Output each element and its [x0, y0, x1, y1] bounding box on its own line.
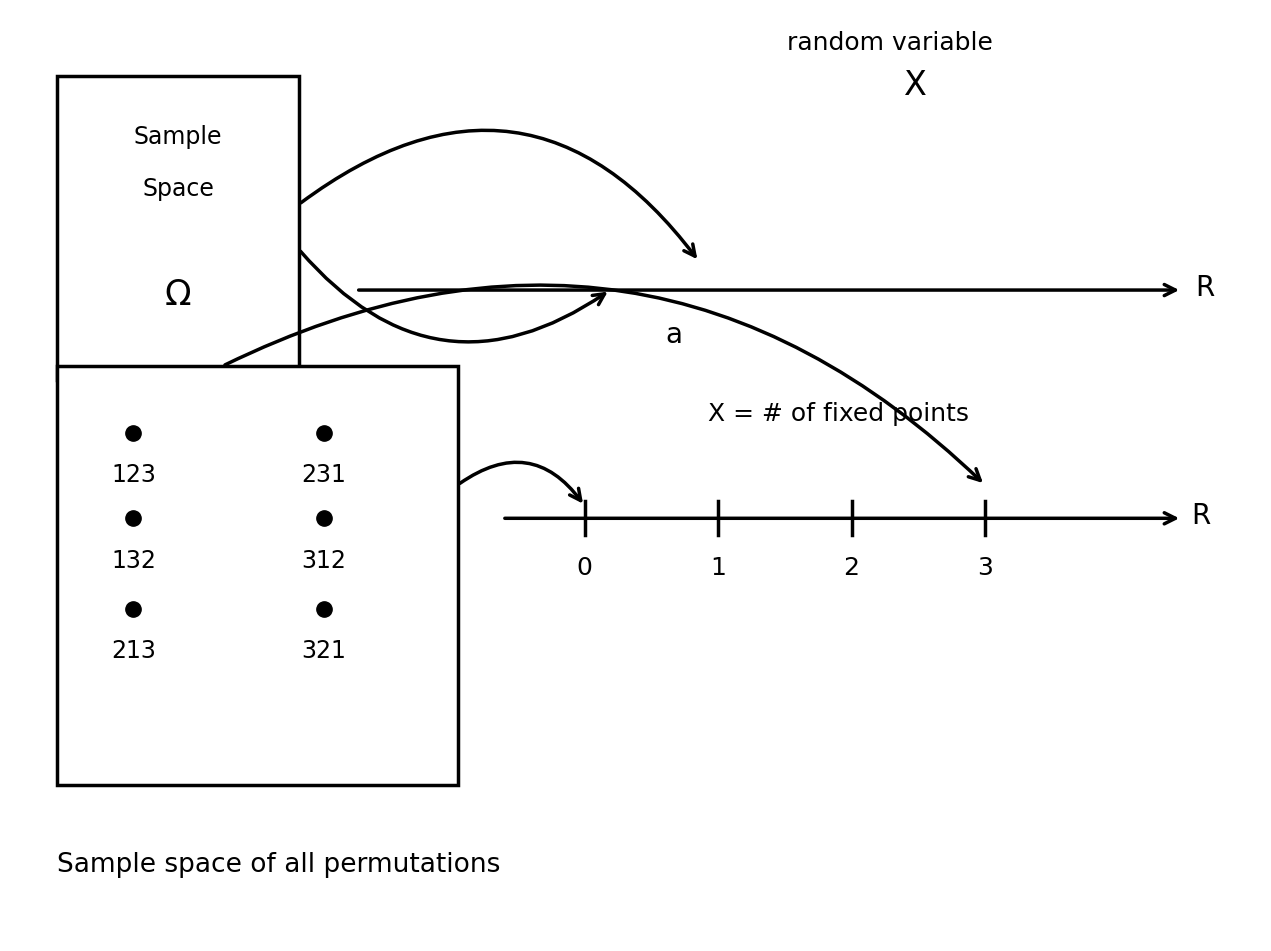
Text: 132: 132: [111, 549, 156, 573]
Text: X = # of fixed points: X = # of fixed points: [708, 401, 970, 426]
Text: 321: 321: [301, 639, 347, 663]
Text: 1: 1: [710, 556, 726, 580]
Text: 0: 0: [577, 556, 592, 580]
Text: 231: 231: [301, 463, 347, 487]
Text: 3: 3: [977, 556, 993, 580]
Text: random variable: random variable: [787, 30, 993, 55]
Text: Ω: Ω: [165, 279, 191, 312]
Text: Sample space of all permutations: Sample space of all permutations: [57, 852, 501, 879]
Text: Space: Space: [142, 177, 214, 201]
Text: R: R: [1195, 274, 1215, 302]
Text: 2: 2: [844, 556, 859, 580]
Text: Sample: Sample: [133, 125, 222, 149]
Text: a: a: [665, 320, 683, 349]
FancyBboxPatch shape: [57, 366, 458, 785]
Text: 312: 312: [301, 549, 347, 573]
FancyBboxPatch shape: [57, 76, 299, 380]
Text: 123: 123: [111, 463, 156, 487]
Text: R: R: [1191, 502, 1211, 531]
Text: 213: 213: [111, 639, 156, 663]
Text: X: X: [904, 69, 927, 102]
